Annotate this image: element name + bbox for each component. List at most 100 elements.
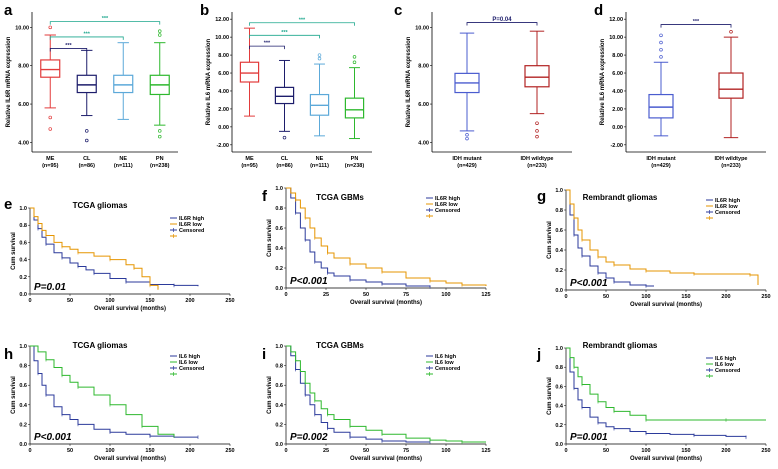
significance-bracket bbox=[49, 48, 88, 52]
y-tick-label: 6.00 bbox=[18, 102, 29, 108]
box-idh-wildtype: IDH wildtype(n=233) bbox=[520, 30, 554, 169]
x-tick-label: 250 bbox=[225, 448, 234, 454]
x-axis-label: Overall survival (months) bbox=[350, 456, 422, 462]
chart-title: TCGA gliomas bbox=[73, 201, 128, 210]
legend-entry: IL6 low bbox=[435, 360, 454, 366]
x-tick-label: 150 bbox=[145, 448, 154, 454]
outlier-point bbox=[352, 55, 357, 59]
y-tick-label: 0.0 bbox=[555, 442, 563, 448]
panel-label-f: f bbox=[262, 188, 268, 205]
x-tick-n: (n=429) bbox=[651, 163, 671, 169]
km-curve-il6r-low bbox=[566, 189, 759, 285]
significance-bracket bbox=[466, 22, 538, 26]
x-tick-label: 200 bbox=[721, 448, 730, 454]
panel-label-g: g bbox=[537, 188, 546, 205]
y-tick-label: 0.2 bbox=[555, 423, 563, 429]
y-tick-label: 0.2 bbox=[275, 422, 283, 428]
y-tick-label: 0.8 bbox=[555, 208, 563, 214]
box-iqr bbox=[344, 97, 365, 119]
y-tick-label: 2.00 bbox=[612, 107, 623, 113]
panel-label-a: a bbox=[4, 2, 13, 19]
y-tick-label: 0.8 bbox=[19, 364, 27, 370]
x-tick-label: CL bbox=[281, 156, 289, 162]
outlier-point bbox=[317, 56, 322, 61]
box-iqr bbox=[113, 74, 134, 94]
outlier-point bbox=[317, 53, 322, 57]
x-axis-label: Overall survival (months) bbox=[630, 456, 702, 462]
outlier-point bbox=[48, 115, 52, 120]
x-tick-label: PN bbox=[351, 156, 359, 162]
panel-label-i: i bbox=[262, 346, 266, 363]
x-tick-label: 100 bbox=[441, 448, 450, 454]
y-tick-label: 0.0 bbox=[19, 442, 27, 448]
box-iqr bbox=[239, 61, 260, 83]
legend-entry: IL6R high bbox=[179, 216, 205, 222]
legend-entry: Censored bbox=[715, 210, 740, 216]
significance-bracket bbox=[49, 21, 161, 25]
legend-entry: Censored bbox=[435, 366, 460, 372]
x-tick-label: 125 bbox=[481, 448, 490, 454]
km-curve-il6-low bbox=[286, 345, 486, 443]
box-me: ME(n=95) bbox=[40, 25, 61, 169]
y-tick-label: 0.6 bbox=[275, 226, 283, 232]
significance-bracket bbox=[249, 22, 355, 26]
y-tick-label: 1.0 bbox=[555, 346, 563, 352]
significance-bracket bbox=[660, 24, 732, 28]
panel-b: b -2.00 0.00 2.00 4.00 6.00 8.00 10.00 12.00 Rela… bbox=[200, 2, 372, 169]
x-tick-label: 100 bbox=[641, 294, 650, 300]
x-tick-n: (n=238) bbox=[345, 163, 365, 169]
outlier-point bbox=[158, 29, 162, 33]
outlier-point bbox=[465, 136, 469, 141]
x-tick-label: 0 bbox=[564, 294, 567, 300]
y-tick-label: 0.4 bbox=[275, 403, 284, 409]
panel-label-d: d bbox=[594, 2, 603, 19]
y-tick-label: 8.00 bbox=[612, 53, 623, 59]
x-tick-label: 50 bbox=[603, 448, 609, 454]
box-cl: CL(n=86) bbox=[274, 59, 295, 169]
box-idh-mutant: IDH mutant(n=429) bbox=[452, 32, 482, 169]
x-tick-label: 200 bbox=[185, 298, 194, 304]
x-tick-label: 150 bbox=[145, 298, 154, 304]
box-pn: PN(n=238) bbox=[149, 29, 170, 169]
x-tick-label: 50 bbox=[363, 292, 369, 298]
panel-label-h: h bbox=[4, 346, 13, 363]
box-cl: CL(n=86) bbox=[76, 49, 97, 169]
y-tick-label: 0.2 bbox=[19, 422, 27, 428]
x-tick-label: 0 bbox=[564, 448, 567, 454]
x-tick-n: (n=233) bbox=[527, 163, 547, 169]
x-tick-label: 250 bbox=[225, 298, 234, 304]
outlier-point bbox=[465, 132, 469, 137]
outlier-point bbox=[282, 135, 287, 140]
y-tick-label: 10.00 bbox=[415, 25, 429, 31]
km-curve-il6r-low bbox=[286, 187, 487, 286]
y-tick-label: 12.00 bbox=[215, 17, 229, 23]
p-value: P<0.001 bbox=[34, 432, 72, 443]
x-tick-label: 75 bbox=[403, 292, 409, 298]
y-axis-label: Relative IL6R mRNA expression bbox=[406, 36, 412, 127]
x-tick-label: 50 bbox=[603, 294, 609, 300]
y-tick-label: 0.8 bbox=[555, 365, 563, 371]
significance-label: *** bbox=[264, 41, 271, 47]
y-axis-label: Relative IL6 mRNA expression bbox=[206, 38, 212, 125]
panel-label-c: c bbox=[394, 2, 402, 19]
y-axis-label: Cum survival bbox=[547, 377, 553, 415]
y-tick-label: 0.0 bbox=[275, 286, 283, 292]
x-axis-label: Overall survival (months) bbox=[630, 302, 702, 308]
y-tick-label: 0.6 bbox=[19, 240, 27, 246]
y-tick-label: 6.00 bbox=[218, 71, 229, 77]
panel-e: e TCGA gliomas 0.0 0.2 0.4 0.6 0.8 1.0 0 50 100 150… bbox=[4, 196, 235, 312]
y-tick-label: 12.00 bbox=[609, 17, 623, 23]
y-tick-label: 0.8 bbox=[275, 364, 283, 370]
x-tick-n: (n=86) bbox=[79, 163, 96, 169]
y-tick-label: 2.00 bbox=[218, 107, 229, 113]
km-curve-il6r-high bbox=[30, 207, 199, 287]
y-tick-label: 10.00 bbox=[609, 35, 623, 41]
significance-label: *** bbox=[65, 43, 72, 49]
km-curve-il6r-low bbox=[30, 207, 159, 290]
outlier-point bbox=[352, 60, 357, 65]
x-tick-label: 25 bbox=[323, 448, 329, 454]
legend-entry: IL6 high bbox=[715, 356, 737, 362]
panel-g: g Rembrandt gliomas 0.0 0.2 0.4 0.6 0.8 1.0 0 50 1… bbox=[537, 188, 771, 308]
x-tick-label: 100 bbox=[105, 448, 114, 454]
